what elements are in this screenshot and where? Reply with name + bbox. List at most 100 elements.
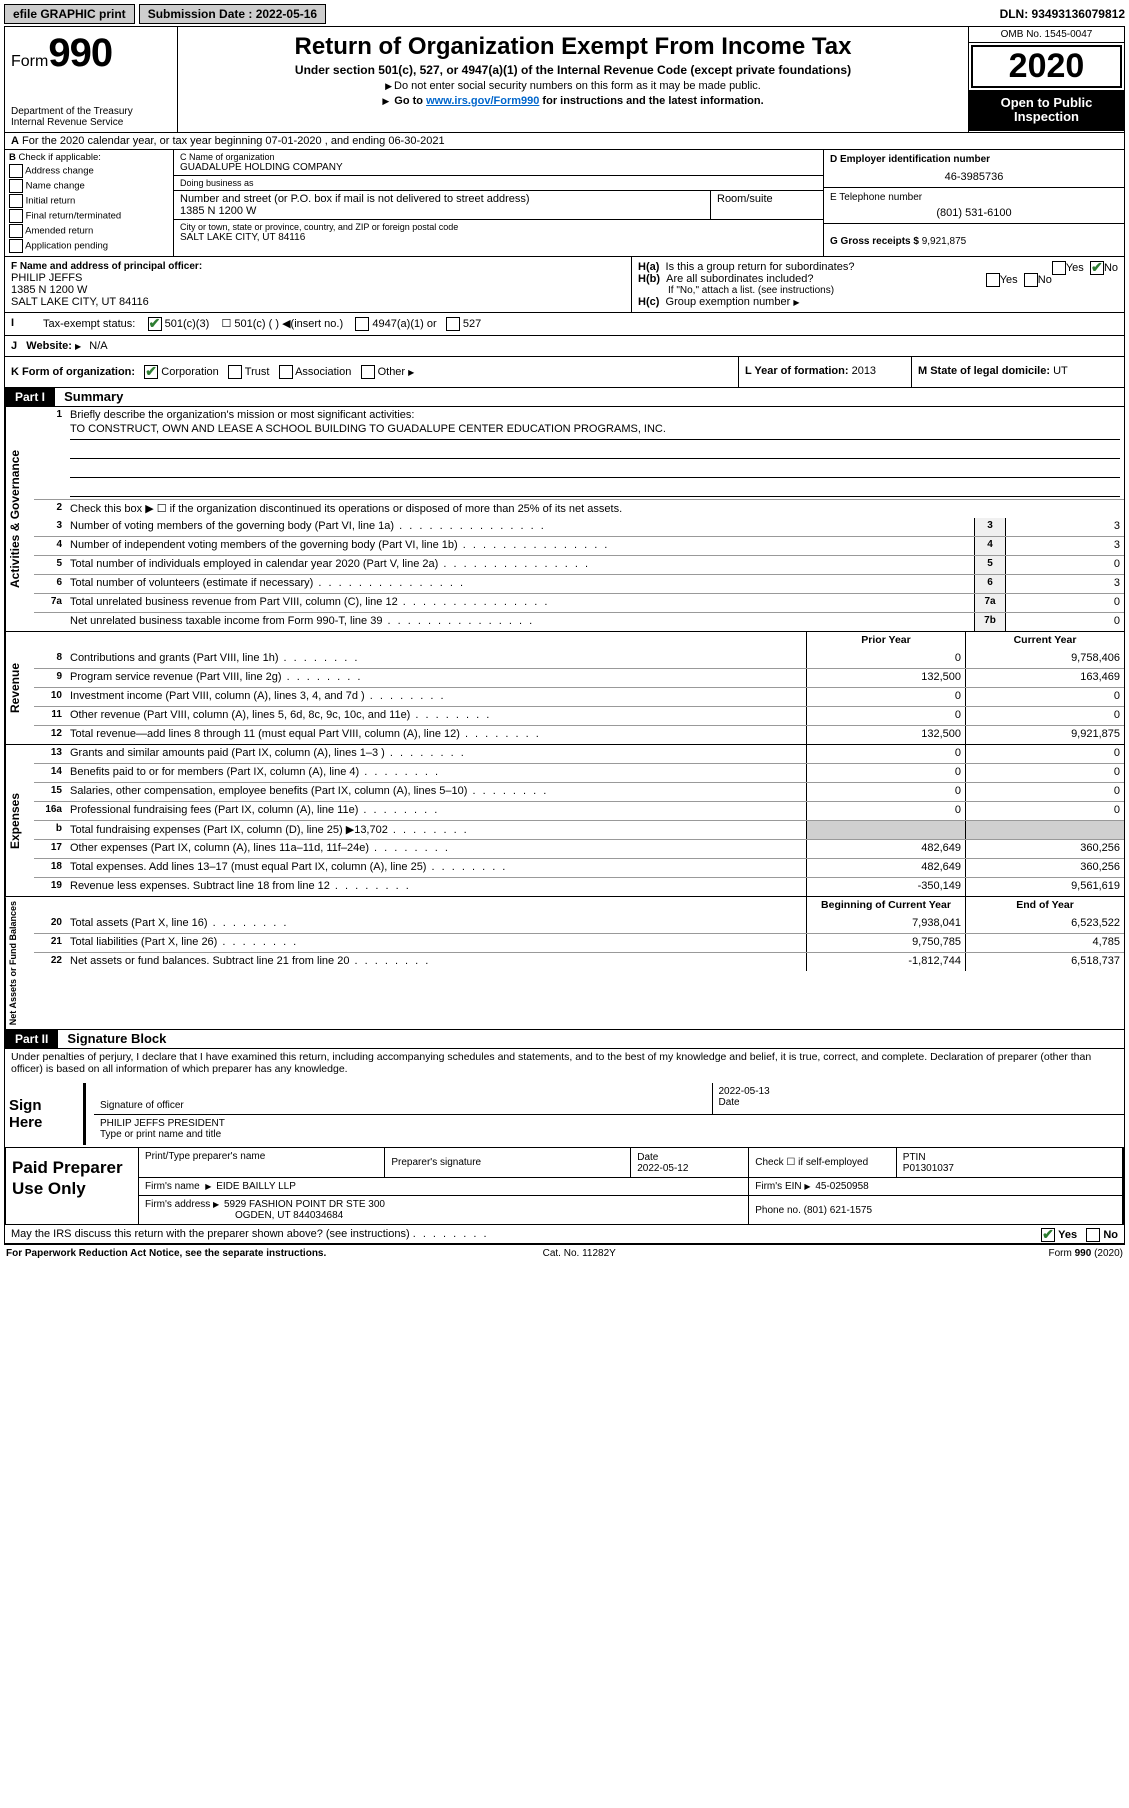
street-value: 1385 N 1200 W (180, 205, 704, 217)
row-j: J Website: N/A (5, 336, 1124, 357)
officer-name: PHILIP JEFFS (11, 272, 625, 284)
sig-officer-label: Signature of officer (100, 1100, 184, 1111)
entity-info-grid: B Check if applicable: Address change Na… (5, 150, 1124, 257)
prep-name-label: Print/Type preparer's name (145, 1151, 265, 1162)
dln-label: DLN: 93493136079812 (1000, 7, 1125, 21)
part2-title: Signature Block (61, 1031, 166, 1046)
data-line: 8Contributions and grants (Part VIII, li… (34, 650, 1124, 668)
domicile: UT (1053, 365, 1068, 377)
firm-name: EIDE BAILLY LLP (216, 1181, 296, 1192)
firm-name-label: Firm's name (145, 1181, 200, 1192)
footer: For Paperwork Reduction Act Notice, see … (4, 1245, 1125, 1262)
ha-no[interactable] (1090, 261, 1104, 275)
goto-note: Go to www.irs.gov/Form990 for instructio… (184, 95, 962, 107)
org-name: GUADALUPE HOLDING COMPANY (180, 162, 817, 173)
chk-name-change[interactable] (9, 179, 23, 193)
submission-date-button[interactable]: Submission Date : 2022-05-16 (139, 4, 326, 24)
chk-assoc[interactable] (279, 365, 293, 379)
gross-receipts: G Gross receipts $ 9,921,875 (830, 228, 1118, 247)
phone-value: (801) 531-6100 (830, 203, 1118, 219)
data-line: 14Benefits paid to or for members (Part … (34, 763, 1124, 782)
data-line: 17Other expenses (Part IX, column (A), l… (34, 839, 1124, 858)
ha-yes[interactable] (1052, 261, 1066, 275)
tab-expenses: Expenses (5, 745, 34, 896)
chk-address-change[interactable] (9, 164, 23, 178)
chk-app-pending[interactable] (9, 239, 23, 253)
row-klm: K Form of organization: Corporation Trus… (5, 357, 1124, 388)
discuss-no[interactable] (1086, 1228, 1100, 1242)
prep-self-employed: Check ☐ if self-employed (749, 1148, 897, 1178)
chk-trust[interactable] (228, 365, 242, 379)
discuss-text: May the IRS discuss this return with the… (11, 1228, 410, 1240)
gov-line: 7aTotal unrelated business revenue from … (34, 593, 1124, 612)
goto-pre: Go to (394, 95, 426, 107)
website-value: N/A (89, 340, 107, 352)
street-label: Number and street (or P.O. box if mail i… (180, 193, 704, 205)
chk-final-return[interactable] (9, 209, 23, 223)
form-header: Form990 Department of the Treasury Inter… (5, 27, 1124, 133)
part1-tab: Part I (5, 388, 55, 406)
room-label: Room/suite (717, 193, 817, 205)
tax-status-label: Tax-exempt status: (43, 318, 135, 330)
firm-ein-label: Firm's EIN (755, 1181, 801, 1192)
row-i: I Tax-exempt status: 501(c)(3) ☐ 501(c) … (5, 313, 1124, 336)
chk-corp[interactable] (144, 365, 158, 379)
omb-label: OMB No. 1545-0047 (969, 27, 1124, 43)
period-row: A For the 2020 calendar year, or tax yea… (5, 133, 1124, 150)
gross-value: 9,921,875 (922, 236, 967, 247)
section-net-assets: Net Assets or Fund Balances Beginning of… (5, 897, 1124, 1030)
section-revenue: Revenue Prior Year Current Year 8Contrib… (5, 632, 1124, 745)
chk-initial-return[interactable] (9, 194, 23, 208)
row-fh: F Name and address of principal officer:… (5, 257, 1124, 313)
city-value: SALT LAKE CITY, UT 84116 (180, 232, 817, 243)
ssn-note: Do not enter social security numbers on … (184, 80, 962, 92)
ptin-label: PTIN (903, 1152, 926, 1163)
lbl-name-change: Name change (26, 181, 85, 192)
hb-yes[interactable] (986, 273, 1000, 287)
data-line: 10Investment income (Part VIII, column (… (34, 687, 1124, 706)
prep-date-label: Date (637, 1152, 658, 1163)
part1-title: Summary (58, 389, 123, 404)
firm-ein: 45-0250958 (815, 1181, 868, 1192)
opt-501c: 501(c) ( ) (234, 318, 279, 330)
lbl-initial-return: Initial return (26, 196, 76, 207)
chk-amended[interactable] (9, 224, 23, 238)
form-number: 990 (48, 31, 112, 75)
phone-label: E Telephone number (830, 192, 1118, 203)
data-line: 13Grants and similar amounts paid (Part … (34, 745, 1124, 763)
data-line: 22Net assets or fund balances. Subtract … (34, 952, 1124, 971)
lbl-app-pending: Application pending (25, 241, 108, 252)
gross-label: G Gross receipts $ (830, 236, 919, 247)
chk-other[interactable] (361, 365, 375, 379)
hc-text: Group exemption number (666, 296, 791, 308)
gov-line: 6Total number of volunteers (estimate if… (34, 574, 1124, 593)
paid-preparer-label: Paid Preparer Use Only (6, 1148, 139, 1224)
efile-button[interactable]: efile GRAPHIC print (4, 4, 135, 24)
firm-addr-label: Firm's address (145, 1199, 210, 1210)
box-b: B Check if applicable: Address change Na… (5, 150, 174, 256)
chk-4947[interactable] (355, 317, 369, 331)
top-toolbar: efile GRAPHIC print Submission Date : 20… (4, 4, 1125, 24)
chk-527[interactable] (446, 317, 460, 331)
hdr-prior-year: Prior Year (806, 632, 965, 650)
firm-addr1: 5929 FASHION POINT DR STE 300 (224, 1199, 385, 1210)
officer-label: F Name and address of principal officer: (11, 261, 625, 272)
hb-no[interactable] (1024, 273, 1038, 287)
year-formation-label: L Year of formation: (745, 365, 849, 377)
chk-501c3[interactable] (148, 317, 162, 331)
data-line: 16aProfessional fundraising fees (Part I… (34, 801, 1124, 820)
form-ref: Form 990 (2020) (1049, 1248, 1123, 1259)
data-line: 20Total assets (Part X, line 16)7,938,04… (34, 915, 1124, 933)
data-line: 9Program service revenue (Part VIII, lin… (34, 668, 1124, 687)
dept-label: Department of the Treasury Internal Reve… (11, 106, 171, 128)
part2-header: Part II Signature Block (5, 1030, 1124, 1049)
domicile-label: M State of legal domicile: (918, 365, 1050, 377)
mission-text: TO CONSTRUCT, OWN AND LEASE A SCHOOL BUI… (70, 421, 1120, 440)
box-deg: D Employer identification number 46-3985… (824, 150, 1124, 256)
opt-trust: Trust (245, 366, 270, 378)
discuss-yes[interactable] (1041, 1228, 1055, 1242)
data-line: 18Total expenses. Add lines 13–17 (must … (34, 858, 1124, 877)
irs-link[interactable]: www.irs.gov/Form990 (426, 95, 539, 107)
gov-line: 3Number of voting members of the governi… (34, 518, 1124, 536)
officer-addr2: SALT LAKE CITY, UT 84116 (11, 296, 625, 308)
